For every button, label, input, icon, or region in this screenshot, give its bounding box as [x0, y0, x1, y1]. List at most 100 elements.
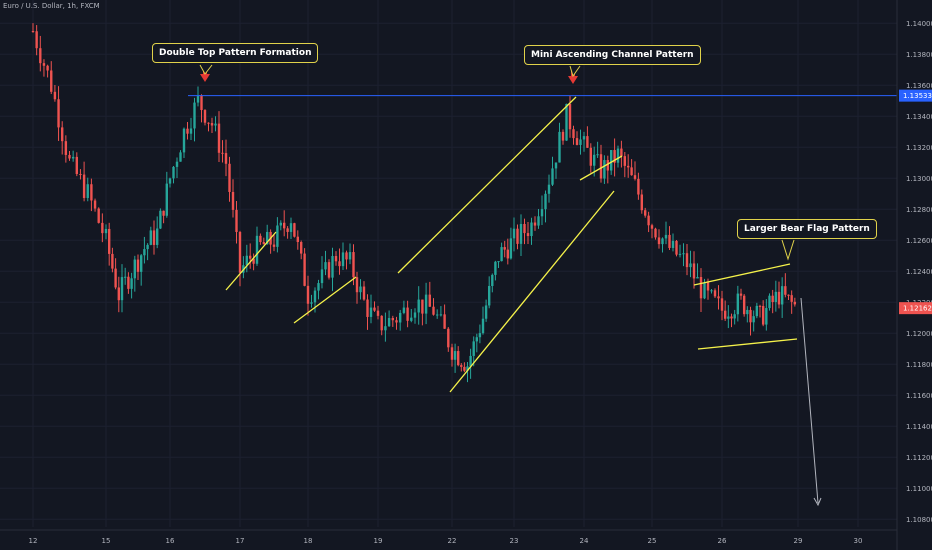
price-tick-label: 1.14000 [906, 20, 932, 28]
candle-body [736, 293, 740, 315]
marker-arrow-head [200, 74, 210, 82]
candle-body [395, 320, 398, 323]
candle-body [228, 163, 231, 192]
candle-body [450, 347, 454, 360]
candle-body [380, 315, 383, 331]
candle-body [203, 110, 207, 123]
candle-body [664, 234, 668, 239]
candle-body [117, 287, 120, 301]
candle-body [727, 316, 730, 319]
projection-line [800, 297, 819, 504]
candle-body [436, 314, 439, 316]
candle-body [149, 230, 152, 245]
price-tick-label: 1.13600 [906, 82, 932, 90]
candle-body [235, 209, 238, 232]
price-tick-label: 1.11600 [906, 392, 932, 400]
candle-body [613, 150, 616, 163]
candle-body [484, 305, 488, 319]
candle-body [657, 237, 661, 245]
candle-body [491, 274, 494, 287]
time-tick-label: 30 [854, 537, 863, 545]
candle-body [554, 162, 558, 169]
time-axis: 12 15 16 17 18 19 22 23 24 25 26 29 30 [0, 529, 897, 545]
candle-body [432, 306, 435, 315]
candle-body [373, 307, 376, 311]
candle-body [421, 299, 424, 314]
price-tick-label: 1.10800 [906, 516, 932, 524]
candle-body [606, 160, 609, 171]
candle-body [439, 314, 443, 316]
candle-body [402, 307, 406, 313]
candle-body [428, 294, 431, 307]
price-tick-label: 1.11800 [906, 361, 932, 369]
candle-body [300, 242, 303, 254]
candle-body [172, 166, 175, 179]
candle-body [413, 312, 417, 318]
candle-body [296, 236, 299, 243]
candle-body [512, 228, 516, 239]
candle-body [565, 103, 568, 141]
candle-body [575, 138, 579, 145]
trendline-channel-upper [397, 96, 577, 274]
candle-body [42, 63, 46, 66]
candle-body [469, 355, 472, 367]
candle-body [472, 341, 475, 356]
candle-body [713, 290, 717, 297]
trendline-mini-flag [579, 155, 623, 181]
candle-body [627, 165, 630, 168]
candle-body [93, 200, 97, 209]
time-tick-label: 18 [304, 537, 313, 545]
candle-body [668, 234, 671, 248]
price-tick-label: 1.12800 [906, 206, 932, 214]
grid [0, 0, 897, 527]
candle-body [593, 154, 596, 166]
candle-body [572, 129, 575, 139]
trendline-double-top-flag [225, 231, 277, 291]
candle-body [345, 252, 348, 260]
trendline-flag-2 [293, 276, 357, 324]
candle-body [586, 136, 589, 148]
candle-body [86, 184, 89, 198]
candle-body [127, 276, 130, 289]
candle-body [620, 148, 623, 157]
candle-body [348, 252, 352, 260]
candle-body [558, 131, 561, 163]
current-price-label: 1.12162 [903, 305, 932, 313]
candle-body [623, 156, 626, 166]
candle-body [53, 91, 57, 100]
candle-body [457, 351, 460, 366]
candle-body [733, 314, 736, 319]
candle-body [637, 178, 640, 195]
candle-body [654, 228, 657, 238]
candle-body [104, 228, 108, 234]
candle-body [165, 183, 168, 216]
candle-body [272, 244, 276, 247]
candle-body [692, 263, 696, 279]
price-tick-label: 1.13400 [906, 113, 932, 121]
candle-body [210, 123, 214, 126]
candle-body [790, 295, 793, 302]
time-tick-label: 16 [166, 537, 175, 545]
candle-body [706, 282, 710, 291]
candle-body [675, 240, 678, 255]
candle-body [761, 306, 765, 325]
candle-body [331, 256, 334, 278]
time-tick-label: 19 [374, 537, 383, 545]
price-tick-label: 1.12000 [906, 330, 932, 338]
candle-body [313, 290, 317, 303]
candle-body [758, 305, 762, 307]
candle-body [75, 156, 78, 174]
candle-body [506, 249, 509, 259]
candle-body [293, 223, 296, 237]
candle-body [519, 223, 523, 244]
candle-body [603, 160, 606, 179]
candle-body [717, 296, 720, 299]
candle-body [777, 291, 781, 305]
current-price-tag [899, 302, 932, 315]
candle-body [633, 175, 637, 179]
candle-body [551, 168, 554, 185]
candle-body [255, 235, 259, 264]
candle-body [793, 301, 797, 305]
candle-body [771, 295, 774, 303]
candle-body [366, 299, 369, 317]
